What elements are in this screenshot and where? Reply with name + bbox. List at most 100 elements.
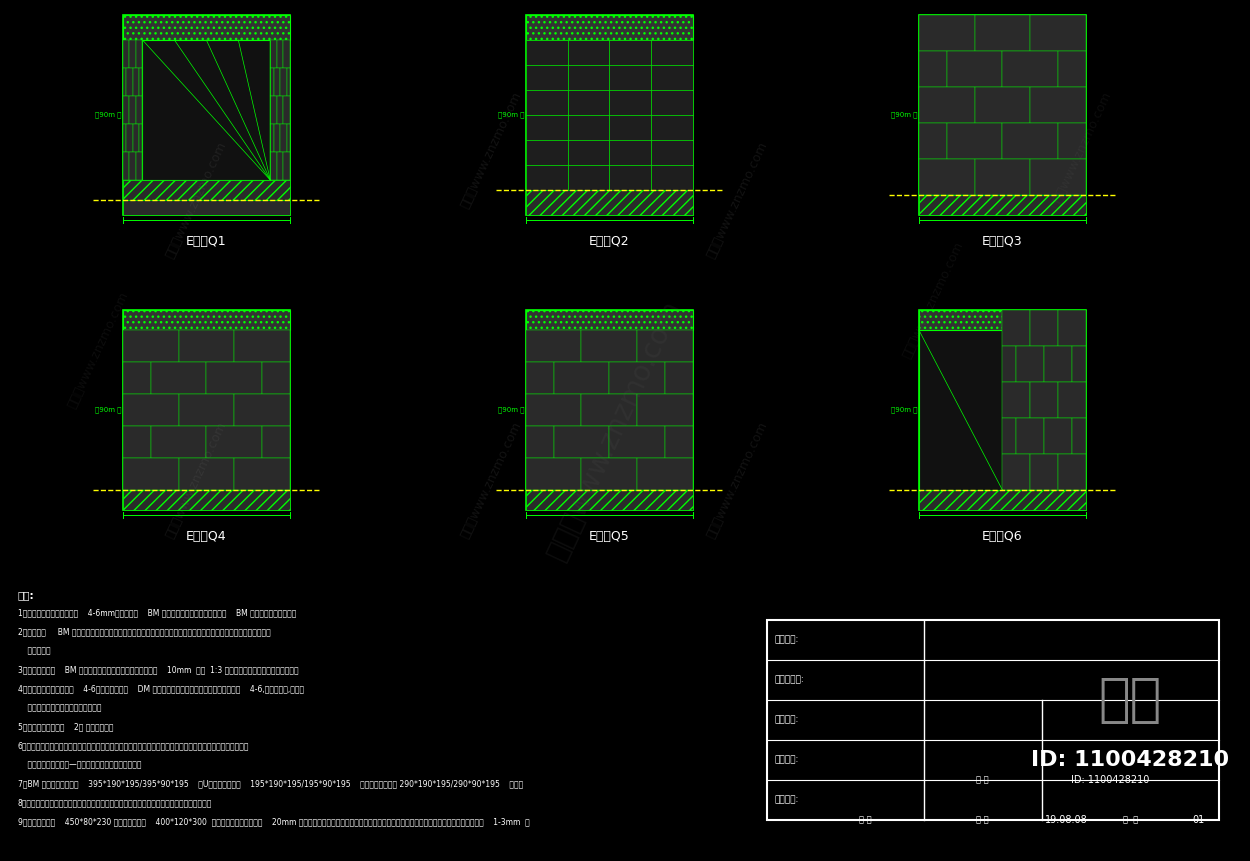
Text: 2、砌筑砌行     BM 包装有连续砌块，及卫生间和剪断处连续砌块与混凝土墙面沿砖，空防支流，通向轻陶粒轴钢石管: 2、砌筑砌行 BM 包装有连续砌块，及卫生间和剪断处连续砌块与混凝土墙面沿砖，空…: [18, 627, 270, 636]
Bar: [581, 458, 638, 490]
Bar: [122, 330, 290, 490]
Bar: [609, 65, 651, 90]
Bar: [581, 394, 638, 426]
Bar: [1058, 310, 1086, 346]
Bar: [1058, 454, 1086, 490]
Bar: [609, 115, 651, 140]
Bar: [919, 195, 1086, 215]
Text: 说明:: 说明:: [18, 590, 34, 600]
Bar: [526, 140, 568, 165]
Bar: [665, 362, 692, 394]
Bar: [526, 190, 693, 215]
Text: 知末网www.znzmo.com: 知末网www.znzmo.com: [164, 139, 229, 260]
Bar: [1016, 346, 1044, 382]
Bar: [206, 362, 262, 394]
Bar: [270, 124, 274, 152]
Text: 9、管电器管砌筑    450*80*230 ；特电管管砌筑    400*120*300  ，电管与电线器位置装置    20mm 豆腐既用于满是电管的位置，: 9、管电器管砌筑 450*80*230 ；特电管管砌筑 400*120*300 …: [18, 817, 530, 826]
Bar: [568, 40, 609, 65]
Text: 6、车管室、瓦、柱横，瓷是排号存在墙砖砌砖时国面，如砖轮砌序不精，且采用机械切割，不得用手工掰等，量: 6、车管室、瓦、柱横，瓷是排号存在墙砖砌砖时国面，如砖轮砌序不精，且采用机械切割…: [18, 741, 249, 750]
Text: E户型Q2: E户型Q2: [589, 235, 630, 248]
Text: 知末网www.znzmo.com: 知末网www.znzmo.com: [65, 289, 131, 411]
Bar: [526, 115, 568, 140]
Text: 知末网www.znzmo.com: 知末网www.znzmo.com: [1049, 90, 1114, 210]
Bar: [122, 458, 179, 490]
Bar: [919, 15, 1086, 215]
Bar: [651, 115, 692, 140]
Bar: [1058, 123, 1086, 159]
Bar: [132, 124, 139, 152]
Text: 知末网www.znzmo.com: 知末网www.znzmo.com: [704, 419, 770, 541]
Bar: [1003, 454, 1030, 490]
Bar: [270, 68, 274, 96]
Bar: [262, 426, 290, 458]
Bar: [122, 362, 151, 394]
Bar: [526, 362, 554, 394]
Text: 测90m 处: 测90m 处: [891, 406, 918, 413]
Text: 7、BM 连续砌块砌筑尺寸    395*190*195/395*90*195    ；U型砌块砌筑尺寸    195*190*195/195*90*195  : 7、BM 连续砌块砌筑尺寸 395*190*195/395*90*195 ；U型…: [18, 779, 522, 788]
Text: 8、图中标注边缘轴线标布座处，与角柱处，钢筋连圈闻，钢筋连圈采用图中标边尺寸不确机。: 8、图中标注边缘轴线标布座处，与角柱处，钢筋连圈闻，钢筋连圈采用图中标边尺寸不确…: [18, 798, 212, 807]
Bar: [122, 180, 290, 200]
Bar: [142, 40, 270, 180]
Bar: [581, 330, 638, 362]
Text: 知末网www.znzmo.com: 知末网www.znzmo.com: [704, 139, 770, 260]
Bar: [270, 40, 276, 68]
Bar: [554, 426, 609, 458]
Bar: [136, 40, 142, 68]
Text: 勘 察: 勘 察: [859, 815, 871, 825]
Bar: [975, 15, 1030, 51]
Bar: [1072, 346, 1086, 382]
Text: E户型Q3: E户型Q3: [982, 235, 1022, 248]
Bar: [526, 426, 554, 458]
Bar: [1044, 418, 1072, 454]
Bar: [526, 15, 693, 40]
Bar: [526, 458, 581, 490]
Text: 知末网www.znzmo.com: 知末网www.znzmo.com: [541, 295, 686, 564]
Text: 并平在总此处最层砖—层附域砌钢的标准，截止不能。: 并平在总此处最层砖—层附域砌钢的标准，截止不能。: [18, 760, 141, 769]
Bar: [568, 90, 609, 115]
Bar: [568, 115, 609, 140]
Bar: [609, 140, 651, 165]
Text: 知末网www.znzmo.com: 知末网www.znzmo.com: [164, 419, 229, 541]
Bar: [122, 426, 151, 458]
Bar: [919, 87, 975, 123]
Text: 监理单位:: 监理单位:: [775, 715, 799, 724]
Bar: [1058, 51, 1086, 87]
Text: 测90m 处: 测90m 处: [95, 406, 121, 413]
Bar: [274, 68, 280, 96]
Bar: [1030, 159, 1086, 195]
Bar: [284, 152, 290, 180]
Bar: [126, 124, 132, 152]
Bar: [919, 310, 1003, 330]
Bar: [122, 15, 290, 40]
Bar: [122, 394, 179, 426]
Text: 知末: 知末: [1099, 674, 1161, 726]
Bar: [651, 165, 692, 190]
Bar: [130, 96, 136, 124]
Bar: [122, 124, 126, 152]
Bar: [1016, 418, 1044, 454]
Text: 19.08.08: 19.08.08: [1045, 815, 1088, 825]
Text: 在砌块两面钢筋连圈砌砖砌筑安装。: 在砌块两面钢筋连圈砌砖砌筑安装。: [18, 703, 101, 712]
Bar: [1003, 51, 1058, 87]
Text: 测90m 处: 测90m 处: [95, 112, 121, 118]
Bar: [151, 426, 206, 458]
Bar: [919, 310, 1086, 510]
Text: 测90m 处: 测90m 处: [499, 112, 525, 118]
Bar: [206, 426, 262, 458]
Bar: [132, 68, 139, 96]
Bar: [568, 65, 609, 90]
Bar: [638, 458, 692, 490]
Bar: [919, 490, 1086, 510]
Bar: [665, 426, 692, 458]
Text: 知末网www.znzmo.com: 知末网www.znzmo.com: [459, 419, 524, 541]
Text: 01: 01: [1192, 815, 1205, 825]
Bar: [651, 140, 692, 165]
Bar: [280, 124, 286, 152]
Text: 图  号: 图 号: [1122, 815, 1138, 825]
Text: 勘察单位:: 勘察单位:: [775, 796, 799, 804]
Bar: [919, 15, 975, 51]
Bar: [1030, 454, 1058, 490]
Text: 5、砌块排数不应少于    2层 无方可使用。: 5、砌块排数不应少于 2层 无方可使用。: [18, 722, 114, 731]
Bar: [122, 330, 179, 362]
Bar: [1003, 382, 1030, 418]
